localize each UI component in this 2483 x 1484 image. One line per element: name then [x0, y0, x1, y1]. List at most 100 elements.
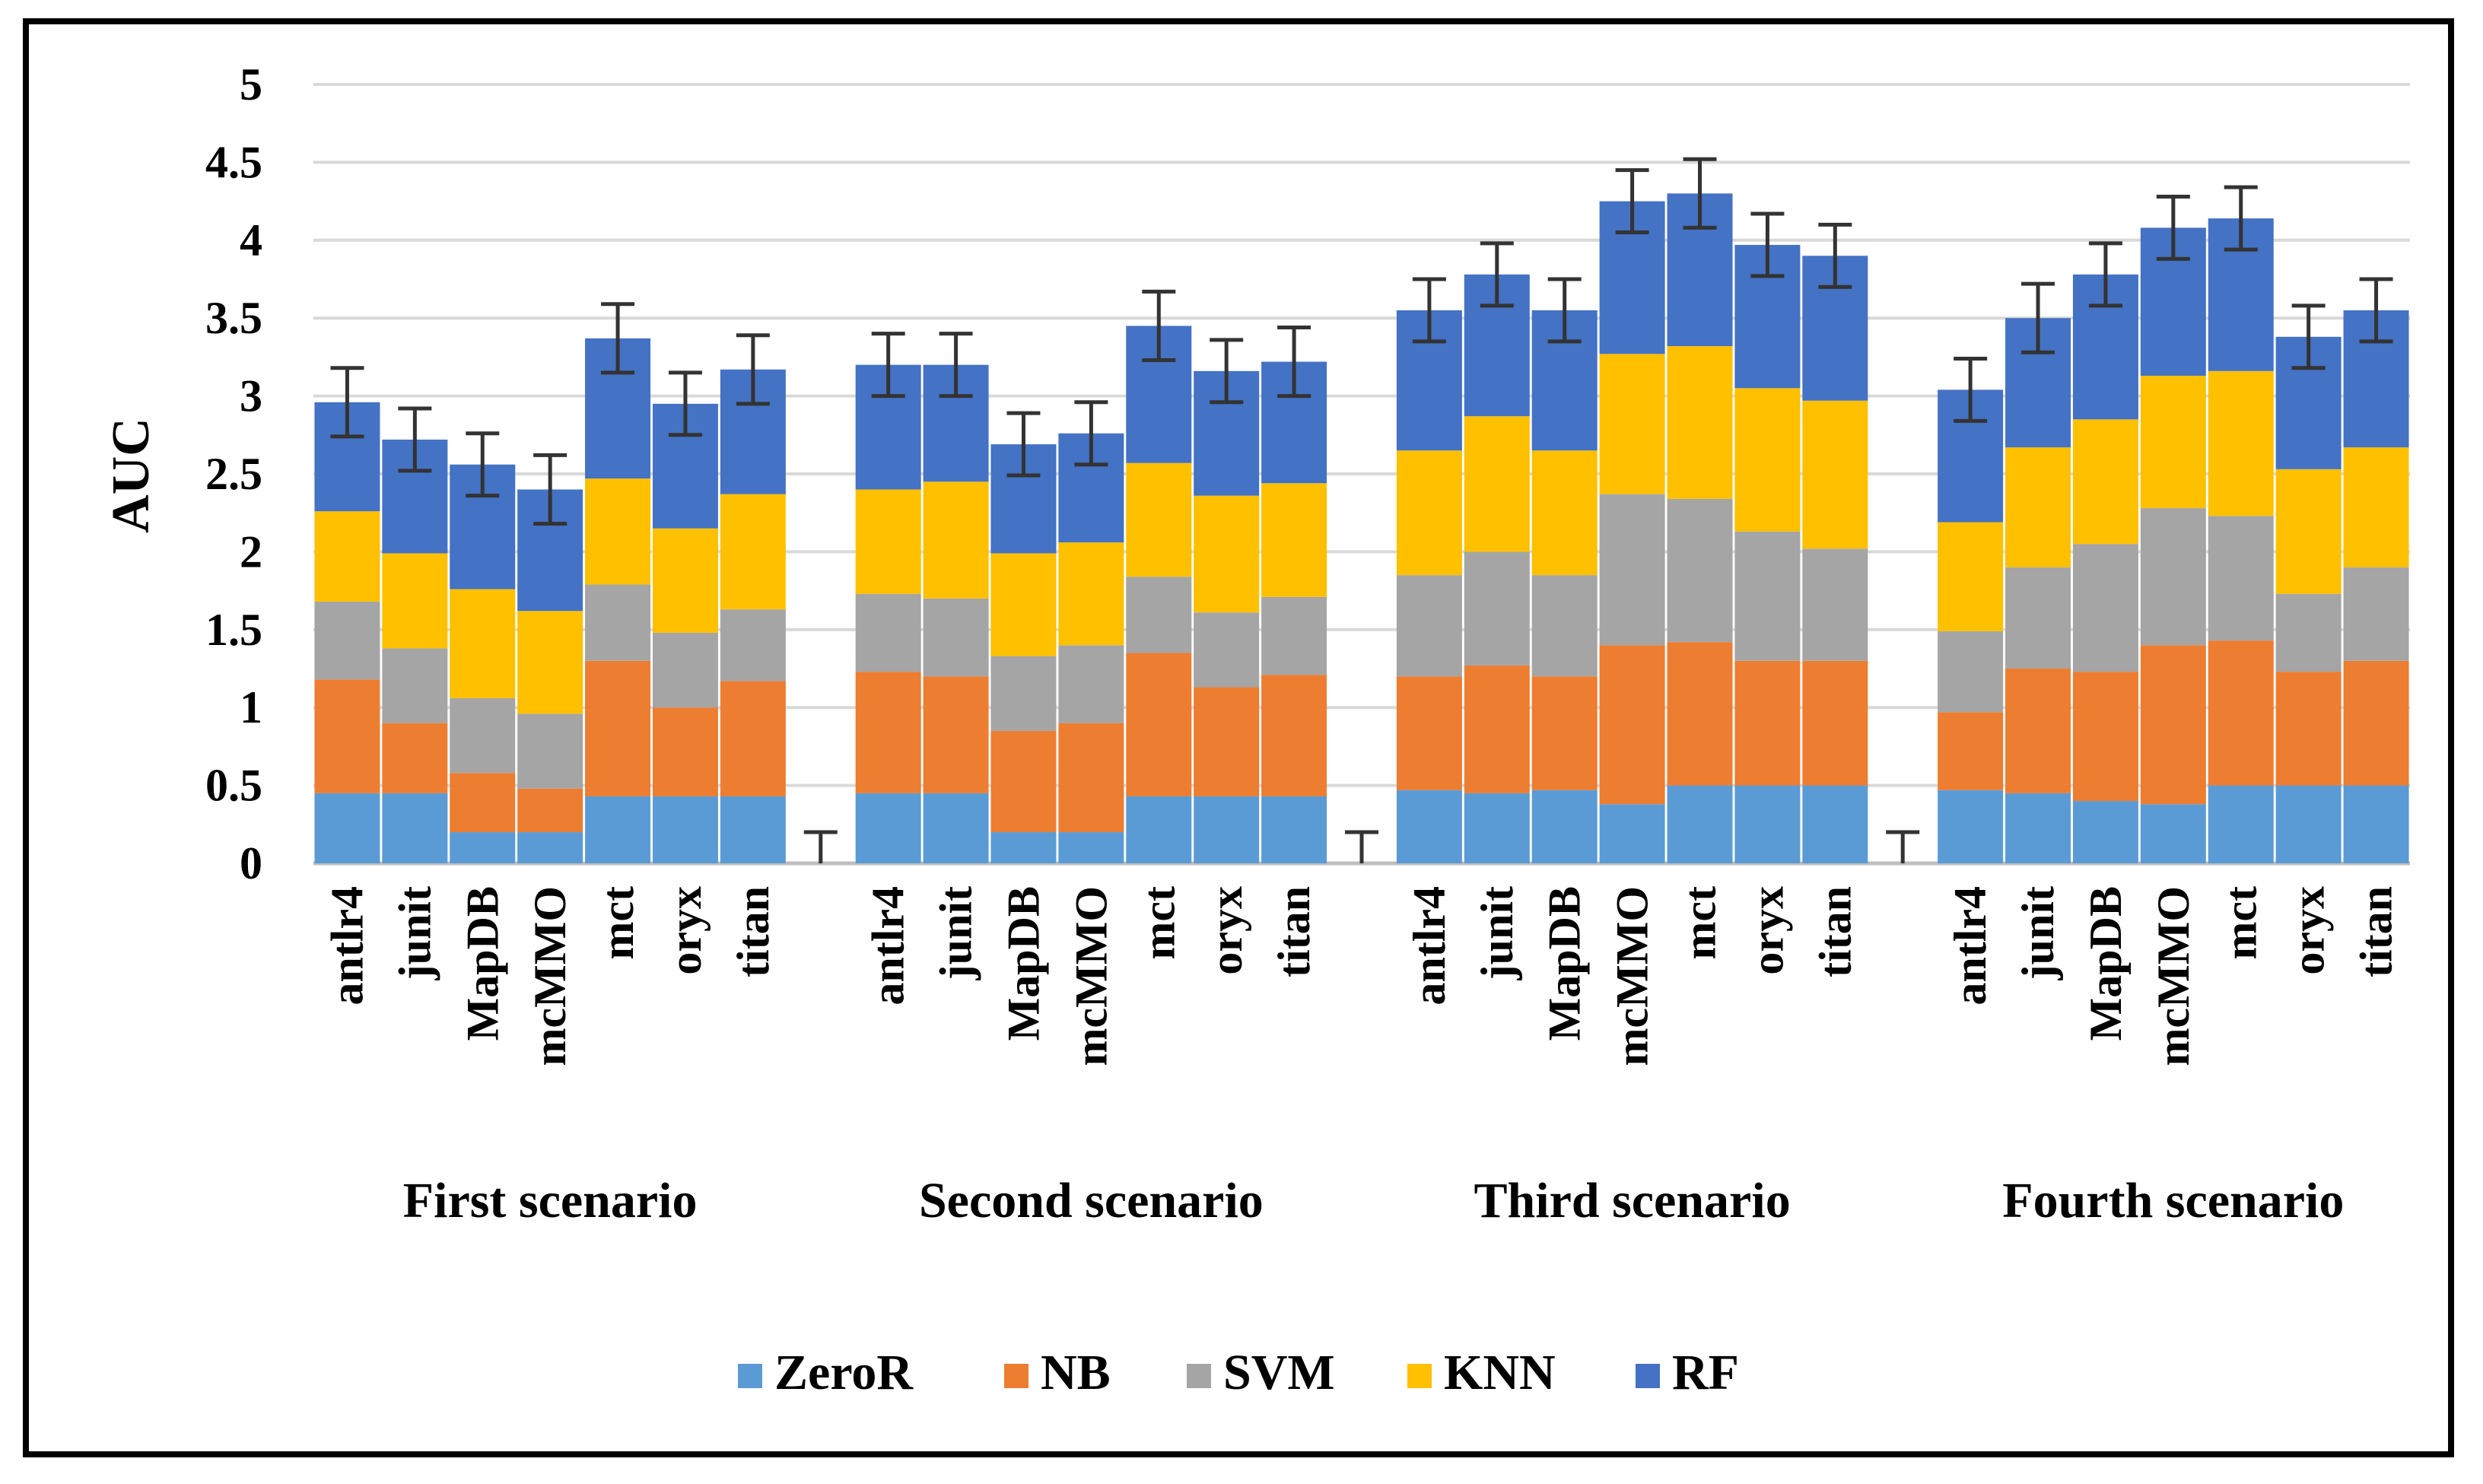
bar-segment-svm: [314, 601, 380, 680]
x-category-label: MapDB: [457, 886, 507, 1041]
legend-swatch-knn: [1407, 1364, 1432, 1388]
x-category-label: MapDB: [2081, 886, 2131, 1041]
y-axis-title: AUC: [102, 418, 161, 533]
bar-segment-knn: [1938, 522, 2004, 631]
x-category-label: mct: [593, 886, 643, 960]
bar-segment-zeror: [1464, 793, 1530, 863]
bar-segment-knn: [382, 553, 448, 649]
bar-segment-zeror: [720, 796, 786, 863]
bar-segment-zeror: [2072, 801, 2138, 863]
bar-segment-zeror: [1734, 785, 1801, 863]
bar-segment-zeror: [1194, 796, 1260, 863]
scenario-label: Second scenario: [919, 1173, 1264, 1228]
y-tick-label: 4.5: [205, 137, 262, 187]
bar-segment-zeror: [1667, 785, 1733, 863]
bar-segment-nb: [1058, 723, 1124, 833]
bar-segment-zeror: [1531, 790, 1598, 863]
bar-segment-svm: [1734, 531, 1801, 661]
bar-segment-knn: [923, 481, 989, 599]
bar-segment-knn: [2140, 375, 2206, 509]
y-tick-label: 3.5: [205, 293, 262, 343]
bar-segment-knn: [517, 611, 583, 714]
bar-segment-knn: [990, 553, 1057, 656]
bar-segment-nb: [2072, 672, 2138, 802]
legend-label-knn: KNN: [1444, 1345, 1556, 1400]
bar-segment-zeror: [1802, 785, 1868, 863]
bar-segment-svm: [720, 609, 786, 682]
x-category-label: junit: [389, 886, 440, 980]
bar-segment-nb: [2275, 672, 2342, 786]
bar-segment-knn: [1802, 400, 1868, 549]
bar-segment-nb: [2208, 640, 2274, 786]
x-category-label: mct: [1675, 886, 1725, 960]
bar-segment-zeror: [585, 796, 651, 863]
bar-segment-zeror: [2005, 793, 2071, 863]
bar-segment-svm: [1802, 548, 1868, 661]
bar-segment-svm: [2140, 508, 2206, 646]
scenario-labels: First scenario Second scenario Third scena…: [403, 1173, 2345, 1228]
bar-segment-zeror: [517, 832, 583, 863]
bar-segment-svm: [517, 713, 583, 789]
bar-segment-svm: [923, 598, 989, 677]
x-category-label: mct: [1133, 886, 1184, 960]
bar-segment-zeror: [1261, 796, 1327, 863]
bar-segment-nb: [517, 788, 583, 833]
y-tick-label: 0: [240, 838, 262, 888]
bar-segment-svm: [855, 593, 921, 672]
bar-segment-svm: [450, 698, 516, 774]
x-category-label: junit: [2013, 886, 2063, 980]
bar-segment-zeror: [923, 793, 989, 863]
legend-label-rf: RF: [1672, 1345, 1739, 1400]
bar-segment-knn: [1531, 450, 1598, 576]
bar-segment-nb: [450, 773, 516, 833]
x-category-label: antlr4: [322, 886, 372, 1006]
bar-segment-svm: [990, 656, 1057, 731]
bar-segment-knn: [1667, 346, 1733, 499]
bar-segment-svm: [1667, 498, 1733, 643]
scenario-label: First scenario: [403, 1173, 698, 1228]
bar-segment-svm: [652, 632, 718, 708]
y-tick-label: 5: [240, 59, 262, 110]
bar-segment-zeror: [652, 796, 718, 863]
bar-segment-zeror: [1058, 832, 1124, 863]
bar-segment-knn: [1396, 450, 1462, 576]
bar-segment-zeror: [450, 832, 516, 863]
bar-segment-nb: [720, 681, 786, 796]
bar-segment-zeror: [2343, 785, 2409, 863]
bar-segment-nb: [314, 679, 380, 793]
x-category-label: titan: [1269, 886, 1319, 977]
bar-segment-nb: [2005, 669, 2071, 793]
y-tick-label: 1.5: [205, 605, 262, 655]
bar-segment-nb: [1464, 665, 1530, 793]
bar-segment-knn: [2005, 447, 2071, 567]
bar-segment-zeror: [382, 793, 448, 863]
x-category-label: oryx: [1742, 886, 1792, 975]
bar-segment-nb: [585, 660, 651, 796]
legend-label-zeror: ZeroR: [774, 1345, 914, 1400]
bar-segment-nb: [1938, 712, 2004, 790]
bar-segment-knn: [1464, 416, 1530, 552]
bar-segment-nb: [1599, 645, 1665, 805]
bar-segment-knn: [1599, 354, 1665, 494]
legend-label-nb: NB: [1041, 1345, 1111, 1400]
bar-segment-nb: [2343, 660, 2409, 786]
bar-segment-nb: [855, 672, 921, 793]
bar-segment-knn: [2343, 447, 2409, 567]
legend: ZeroR NB SVM KNN RF: [738, 1345, 1739, 1400]
x-category-label: junit: [1472, 886, 1522, 980]
bar-segment-knn: [2072, 419, 2138, 545]
x-axis-labels: antlr4 junit MapDB mcMMO mct oryx titan antlr4 j…: [322, 886, 2401, 1066]
legend-label-svm: SVM: [1223, 1345, 1335, 1400]
y-tick-label: 0.5: [205, 761, 262, 811]
bar-segment-knn: [2275, 469, 2342, 594]
bar-segment-nb: [652, 707, 718, 796]
bar-segment-zeror: [990, 832, 1057, 863]
bar-segment-zeror: [1938, 790, 2004, 863]
bars: [314, 193, 2409, 863]
bar-segment-knn: [652, 528, 718, 633]
bar-segment-nb: [1531, 676, 1598, 790]
bar-segment-knn: [450, 589, 516, 698]
bar-segment-knn: [720, 494, 786, 610]
bar-segment-svm: [2208, 516, 2274, 641]
bar-segment-svm: [1396, 575, 1462, 677]
